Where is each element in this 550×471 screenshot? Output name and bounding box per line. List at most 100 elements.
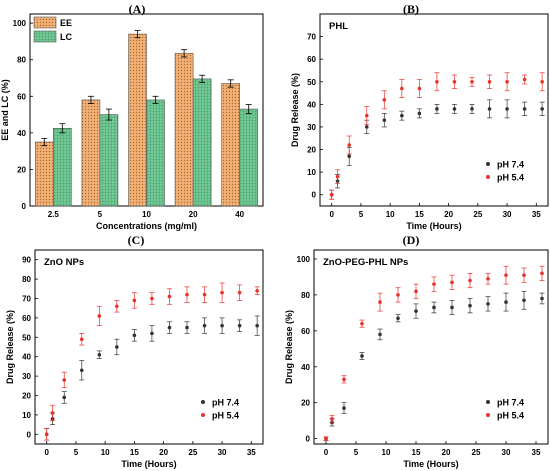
- panel-letter: (D): [403, 233, 420, 247]
- legend-marker: [486, 175, 490, 179]
- data-point-ph-7.4: [452, 107, 457, 111]
- data-point-ph-7.4: [185, 325, 189, 330]
- y-tick-label: 30: [22, 372, 31, 381]
- data-point-ph-7.4: [450, 305, 454, 310]
- data-point-ph-7.4: [487, 107, 492, 111]
- data-point-ph-7.4: [540, 296, 544, 301]
- data-point-ph-5.4: [79, 337, 84, 342]
- data-point-ph-5.4: [417, 86, 422, 91]
- legend-marker: [486, 162, 490, 166]
- data-point-ph-7.4: [417, 111, 422, 116]
- data-point-ph-5.4: [522, 273, 526, 277]
- data-point-ph-5.4: [167, 294, 172, 299]
- bar-ee: [128, 33, 147, 207]
- data-point-ph-5.4: [432, 282, 436, 286]
- data-point-ph-7.4: [150, 331, 154, 336]
- y-tick-label: 0: [306, 435, 311, 444]
- y-tick-label: 80: [301, 291, 310, 300]
- y-tick-label: 20: [301, 399, 310, 408]
- legend-swatch: [33, 30, 57, 43]
- x-tick-label: 20: [442, 448, 451, 457]
- data-point-ph-7.4: [378, 332, 382, 337]
- data-point-ph-5.4: [452, 79, 457, 84]
- data-point-ph-5.4: [396, 293, 400, 297]
- data-point-ph-5.4: [540, 79, 544, 84]
- plot-title: PHL: [329, 21, 348, 32]
- y-tick-label: 50: [307, 78, 316, 87]
- data-point-ph-7.4: [522, 107, 527, 111]
- data-point-ph-7.4: [342, 406, 346, 410]
- x-tick-label: 10: [142, 210, 151, 219]
- bar-ee: [81, 99, 101, 207]
- y-tick-label: 30: [307, 123, 316, 132]
- panel-letter: (B): [403, 2, 419, 16]
- y-tick-label: 80: [22, 275, 31, 284]
- data-point-ph-5.4: [540, 271, 544, 276]
- x-tick-label: 30: [502, 448, 511, 457]
- data-point-ph-5.4: [237, 290, 242, 295]
- y-tick-label: 90: [22, 256, 31, 265]
- y-tick-label: 40: [307, 100, 316, 109]
- y-tick-label: 20: [307, 146, 316, 155]
- x-tick-label: 15: [130, 448, 139, 457]
- data-point-ph-7.4: [540, 107, 544, 111]
- bar-ee: [34, 141, 54, 207]
- bar-lc: [239, 108, 258, 207]
- x-tick-label: 0: [329, 210, 334, 219]
- data-point-ph-5.4: [150, 296, 154, 301]
- data-point-ph-5.4: [378, 300, 382, 304]
- data-point-ph-7.4: [504, 300, 508, 304]
- data-point-ph-7.4: [486, 302, 490, 306]
- data-point-ph-5.4: [44, 432, 49, 437]
- x-tick-label: 2.5: [48, 210, 60, 219]
- y-tick-label: 80: [17, 56, 26, 65]
- x-tick-label: 0: [44, 448, 49, 457]
- data-point-ph-5.4: [400, 86, 404, 91]
- x-tick-label: 35: [247, 448, 256, 457]
- legend-label: LC: [60, 32, 72, 42]
- data-point-ph-7.4: [382, 118, 387, 122]
- data-point-ph-5.4: [335, 174, 340, 179]
- x-tick-label: 25: [188, 448, 197, 457]
- y-tick-label: 60: [301, 327, 310, 336]
- x-tick-label: 25: [473, 210, 482, 219]
- plot-frame: [313, 249, 549, 445]
- data-point-ph-7.4: [62, 395, 67, 400]
- data-point-ph-7.4: [132, 333, 137, 338]
- data-point-ph-7.4: [468, 303, 472, 308]
- legend-label: pH 5.4: [497, 173, 524, 183]
- x-tick-label: 30: [503, 210, 512, 219]
- y-axis-title: Drug Release (%): [284, 310, 294, 384]
- data-point-ph-5.4: [62, 378, 67, 382]
- data-point-ph-7.4: [115, 345, 119, 349]
- bar-ee: [174, 53, 194, 207]
- legend-marker: [201, 400, 205, 404]
- plot-frame: [319, 13, 549, 207]
- x-tick-label: 40: [235, 210, 244, 219]
- y-tick-label: 0: [27, 430, 32, 439]
- data-point-ph-5.4: [324, 436, 328, 441]
- data-point-ph-5.4: [115, 304, 119, 309]
- panel-a: (A) 0 20 40 60 80 100 EE and LC (%) Concentratio…: [0, 2, 264, 231]
- plot-title: ZnO NPs: [44, 257, 84, 268]
- x-axis-title: Time (Hours): [403, 459, 458, 469]
- bar-lc: [52, 127, 72, 207]
- y-tick-label: 10: [307, 168, 316, 177]
- y-tick-label: 40: [22, 353, 31, 362]
- x-tick-label: 10: [386, 210, 395, 219]
- x-tick-label: 20: [159, 448, 168, 457]
- data-point-ph-5.4: [202, 292, 207, 297]
- legend-label: pH 7.4: [497, 160, 524, 170]
- x-tick-label: 5: [98, 210, 103, 219]
- legend-label: pH 5.4: [212, 411, 239, 421]
- data-point-ph-7.4: [167, 325, 172, 330]
- data-point-ph-7.4: [396, 316, 400, 321]
- data-point-ph-5.4: [468, 278, 472, 283]
- data-point-ph-7.4: [505, 107, 509, 111]
- data-point-ph-7.4: [202, 323, 207, 328]
- data-point-ph-5.4: [435, 79, 439, 84]
- y-tick-label: 60: [307, 55, 316, 64]
